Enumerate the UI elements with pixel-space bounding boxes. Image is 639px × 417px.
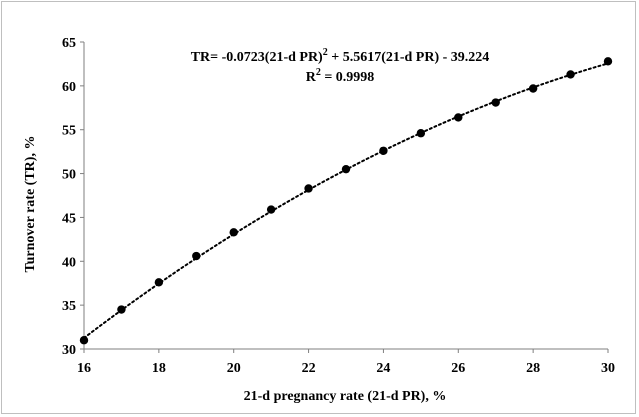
y-tick-label: 40 bbox=[62, 255, 76, 270]
x-tick-label: 30 bbox=[601, 361, 615, 376]
data-point bbox=[491, 98, 500, 107]
data-point bbox=[341, 164, 351, 174]
x-tick-label: 20 bbox=[227, 361, 241, 376]
r2-suffix: = 0.9998 bbox=[321, 70, 374, 85]
data-point bbox=[454, 113, 463, 122]
r-squared-label: R2 = 0.9998 bbox=[306, 67, 375, 85]
data-points bbox=[79, 57, 613, 345]
y-tick-label: 45 bbox=[62, 211, 76, 226]
x-tick-label: 24 bbox=[376, 361, 390, 376]
trendline-group bbox=[83, 62, 609, 339]
x-tick-label: 22 bbox=[302, 361, 316, 376]
data-point bbox=[192, 251, 201, 261]
y-tick-label: 65 bbox=[62, 36, 76, 51]
r2-superscript: 2 bbox=[316, 67, 321, 78]
x-axis-title: 21-d pregnancy rate (21-d PR), % bbox=[244, 389, 447, 404]
equation-superscript: 2 bbox=[323, 47, 328, 58]
data-point bbox=[566, 70, 575, 79]
x-tick-label: 28 bbox=[526, 361, 540, 376]
data-point bbox=[79, 336, 89, 345]
x-tick-label: 16 bbox=[77, 361, 91, 376]
data-point bbox=[416, 129, 426, 138]
tick-labels: 16 18 20 22 24 26 28 30 30 35 40 45 50 55 60 65 bbox=[62, 36, 615, 376]
axes bbox=[80, 41, 609, 353]
y-tick-label: 50 bbox=[62, 168, 76, 183]
equation-label: TR= -0.0723(21-d PR)2 + 5.5617(21-d PR) … bbox=[191, 47, 490, 65]
y-tick-label: 30 bbox=[62, 343, 76, 358]
data-point bbox=[304, 184, 313, 193]
r2-prefix: R bbox=[306, 70, 317, 85]
x-tick-label: 26 bbox=[451, 361, 465, 376]
data-point bbox=[528, 84, 538, 93]
y-tick-label: 60 bbox=[62, 80, 76, 95]
trendline bbox=[83, 62, 609, 339]
data-point bbox=[266, 205, 276, 214]
data-point bbox=[379, 146, 388, 155]
equation-suffix: + 5.5617(21-d PR) - 39.224 bbox=[328, 50, 490, 65]
y-tick-label: 35 bbox=[62, 299, 76, 314]
data-point bbox=[229, 228, 238, 237]
y-axis-title: Turnover rate (TR), % bbox=[23, 136, 38, 273]
y-tick-label: 55 bbox=[62, 124, 76, 139]
equation-prefix: TR= -0.0723(21-d PR) bbox=[191, 50, 323, 65]
data-point bbox=[603, 57, 613, 66]
data-point bbox=[154, 278, 164, 287]
data-point bbox=[117, 305, 126, 314]
x-tick-label: 18 bbox=[152, 361, 166, 376]
